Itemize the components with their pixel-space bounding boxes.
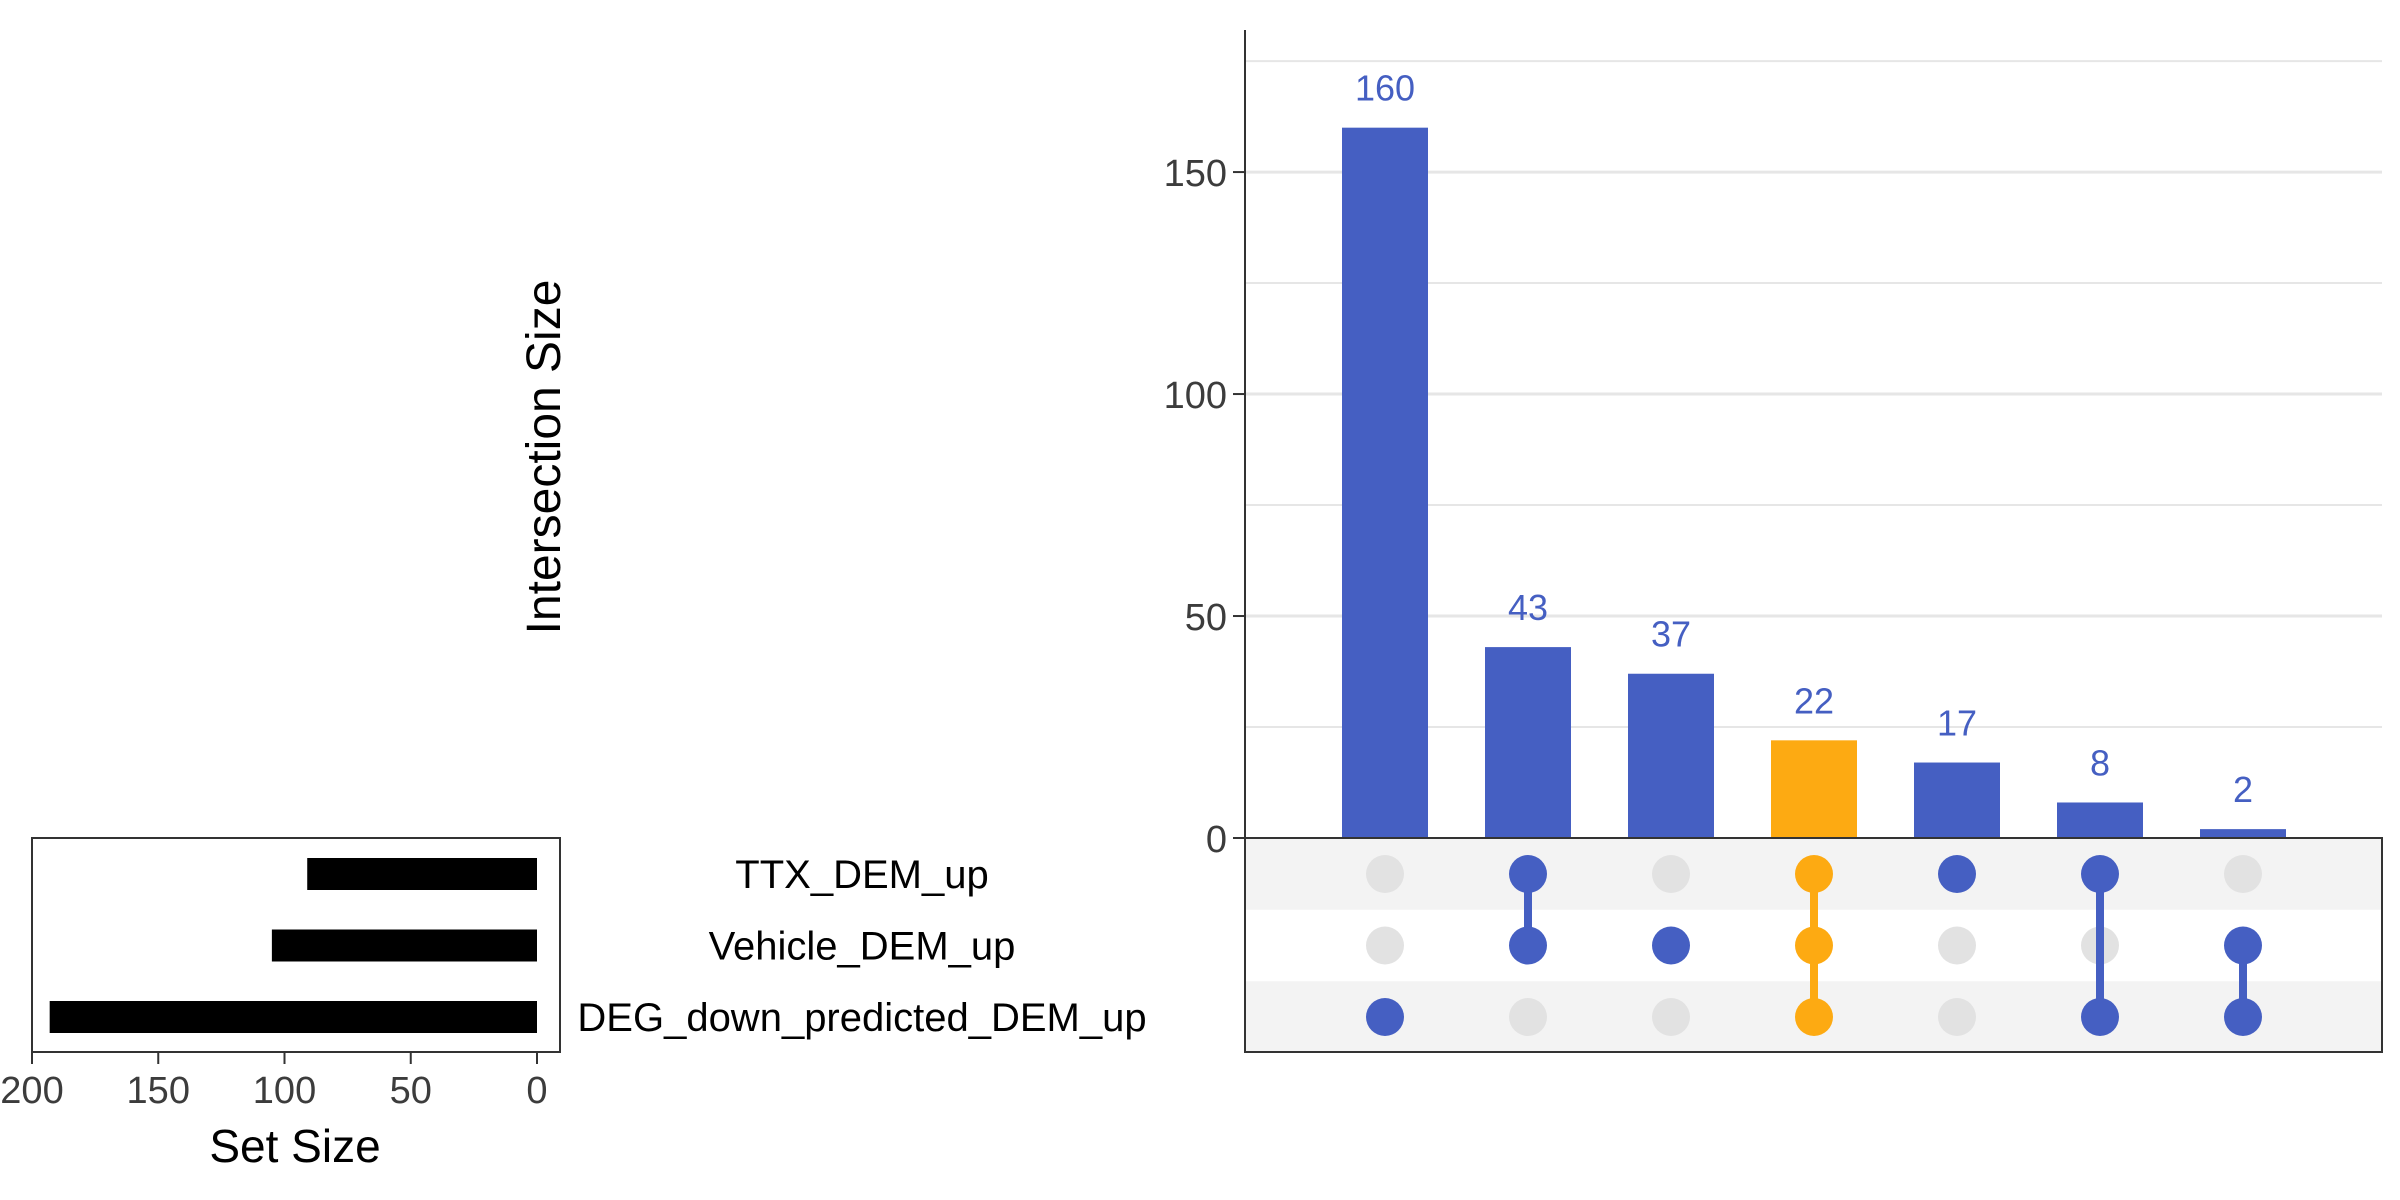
set-size-tick-label: 200 (0, 1070, 63, 1112)
bar-value-label: 17 (1937, 703, 1977, 744)
matrix-dot-active (2081, 855, 2119, 893)
matrix-dot-inactive (1652, 855, 1690, 893)
intersection-bar (2200, 829, 2286, 838)
matrix-dot-active (1509, 926, 1547, 965)
set-size-border (31, 837, 561, 1053)
y-tick-label: 100 (1164, 375, 1227, 417)
bar-value-label: 2 (2233, 769, 2253, 810)
matrix-dot-active (1938, 855, 1976, 893)
y-axis-label: Intersection Size (518, 280, 571, 635)
set-name-label: DEG_down_predicted_DEM_up (577, 996, 1146, 1040)
matrix-dot-inactive (2224, 855, 2262, 893)
matrix-dot-active (1795, 998, 1833, 1036)
set-size-tick-label: 100 (253, 1070, 316, 1112)
matrix-dot-active (1652, 926, 1690, 965)
matrix-dot-active (1795, 855, 1833, 893)
y-tick-label: 150 (1164, 153, 1227, 195)
y-tick-label: 50 (1185, 597, 1227, 639)
set-name-label: Vehicle_DEM_up (709, 925, 1016, 969)
matrix-dot-inactive (1509, 998, 1547, 1036)
bar-value-label: 160 (1355, 68, 1415, 109)
set-size-bar (49, 1001, 538, 1033)
intersection-bar (2057, 802, 2143, 838)
intersection-matrix (1244, 837, 2383, 1053)
axes: 0 50 100 150 (1164, 30, 1246, 861)
set-size-bar (271, 929, 537, 962)
matrix-dot-active (1366, 998, 1404, 1036)
matrix-dot-inactive (1938, 926, 1976, 965)
intersection-bars: 160 43 37 22 17 8 2 (1342, 68, 2286, 838)
intersection-bar (1628, 673, 1714, 838)
matrix-dot-inactive (1938, 998, 1976, 1036)
matrix-dot-active (2224, 926, 2262, 965)
bar-value-label: 22 (1794, 680, 1834, 721)
y-tick-label: 0 (1206, 819, 1227, 861)
matrix-dot-inactive (1366, 855, 1404, 893)
bar-value-label: 37 (1651, 614, 1691, 655)
intersection-bar (1485, 647, 1571, 838)
set-size-tick-label: 150 (127, 1070, 190, 1112)
matrix-dot-active (2081, 998, 2119, 1036)
bar-value-label: 43 (1508, 587, 1548, 628)
intersection-bar (1771, 740, 1857, 838)
set-size-axis-label: Set Size (209, 1120, 380, 1172)
set-size-tick-label: 0 (526, 1070, 547, 1112)
set-size-panel: TTX_DEM_up Vehicle_DEM_up DEG_down_predict… (0, 837, 1147, 1112)
matrix-dot-active (1795, 926, 1833, 965)
matrix-dot-active (1509, 855, 1547, 893)
matrix-dot-active (2224, 998, 2262, 1036)
set-size-tick-label: 50 (390, 1070, 432, 1112)
bar-value-label: 8 (2090, 742, 2110, 783)
matrix-dot-inactive (1652, 998, 1690, 1036)
matrix-dot-inactive (1366, 926, 1404, 965)
grid-lines (1245, 60, 2382, 729)
set-size-bar (307, 858, 537, 890)
intersection-bar (1342, 127, 1428, 838)
set-name-label: TTX_DEM_up (735, 853, 988, 897)
intersection-bar (1914, 762, 2000, 838)
matrix-border (1244, 837, 2383, 1053)
